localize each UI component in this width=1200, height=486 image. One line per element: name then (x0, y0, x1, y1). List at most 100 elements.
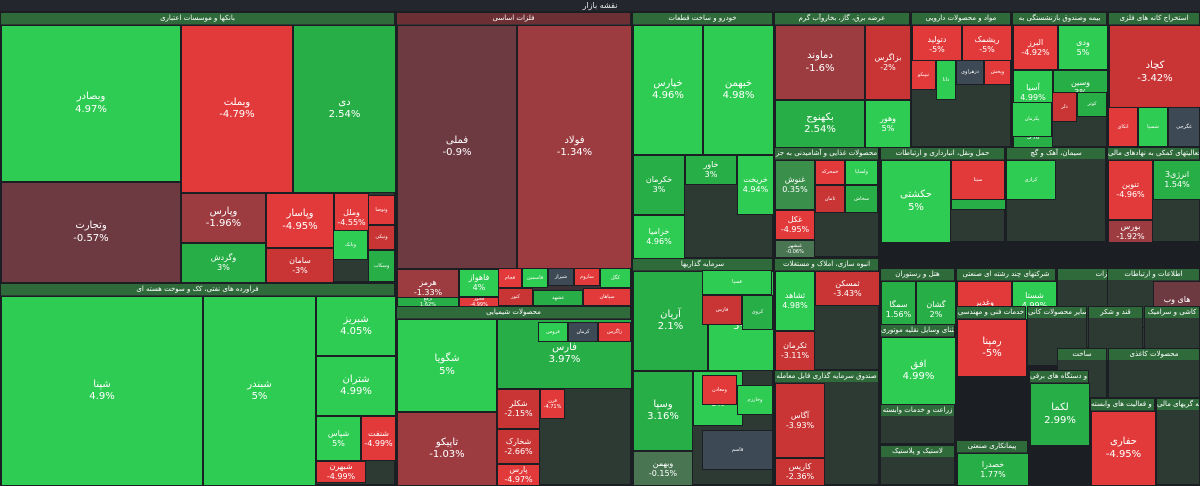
stock-tile-small[interactable]: فارس (702, 295, 742, 325)
stock-tile-small[interactable]: سیتا (951, 160, 1005, 200)
stock-tile-small[interactable]: فروس (538, 322, 568, 342)
stock-tile[interactable]: وپاسار -4.95% (266, 193, 334, 248)
stock-tile[interactable]: خکرمان 3% (633, 155, 685, 215)
stock-tile[interactable]: ثشاهد 4.98% (775, 271, 815, 331)
stock-tile[interactable]: غکل -4.95% (775, 210, 815, 240)
stock-tile-small[interactable]: اتکای (1108, 107, 1138, 147)
stock-tile[interactable]: انرژی3 1.54% (1153, 160, 1200, 200)
stock-tile[interactable]: وهور 5% (865, 100, 911, 148)
stock-tile-small[interactable]: وپخش (984, 60, 1011, 85)
stock-tile-small[interactable]: زاگرس (598, 322, 631, 342)
stock-tile[interactable]: خاور 3% (685, 155, 737, 185)
stock-tile[interactable]: خبهمن 4.98% (703, 25, 774, 155)
stock-tile[interactable]: شتران 4.99% (316, 356, 396, 416)
stock-tile-small[interactable]: وتوصا (368, 195, 395, 225)
stock-tile[interactable]: فولاد -1.34% (517, 25, 632, 269)
stock-tile[interactable]: شبندر 5% (203, 296, 316, 486)
stock-tile[interactable]: آگاس -3.93% (775, 383, 825, 458)
stock-tile-small[interactable]: دانا (936, 60, 956, 100)
stock-tile-small[interactable]: دلر (1052, 92, 1077, 122)
stock-tile-small[interactable]: غشهد (533, 290, 583, 306)
stock-tile[interactable]: حفاری -4.95% (1091, 411, 1156, 486)
stock-tile[interactable]: پارس -4.97% (497, 464, 540, 486)
stock-tile-small[interactable]: سپاهان (583, 288, 631, 306)
stock-tile[interactable]: قرن -4.71% (540, 389, 565, 419)
stock-tile[interactable]: فاهواز 4% (459, 269, 499, 297)
stock-tile[interactable]: ودی 5% (1058, 25, 1108, 70)
stock-tile[interactable]: شپنا 4.9% (1, 296, 203, 486)
stock-symbol: وتجارت (75, 220, 107, 231)
stock-change: -4.99% (326, 472, 356, 481)
stock-tile-small[interactable]: قاسم (702, 430, 773, 470)
stock-tile[interactable]: وبملت -4.79% (181, 25, 293, 193)
stock-tile[interactable]: تاپیکو -1.03% (397, 412, 497, 486)
stock-tile-small[interactable]: پکرمان (1012, 102, 1052, 137)
stock-tile-small[interactable]: ولساپا (845, 160, 878, 185)
stock-tile[interactable]: شنفت -4.99% (361, 416, 396, 461)
stock-tile[interactable]: البرز -4.92% (1013, 25, 1058, 70)
stock-tile[interactable]: دتولید -5% (912, 25, 962, 65)
stock-tile[interactable]: فملی -0.9% (397, 25, 517, 269)
stock-tile-small[interactable]: کرمان (568, 322, 598, 342)
stock-tile-small[interactable]: وخارزم (737, 385, 773, 415)
stock-tile-small[interactable]: فسپا (702, 270, 772, 295)
stock-tile[interactable]: وبصادر 4.97% (1, 25, 181, 182)
stock-tile[interactable]: حکشتی 5% (881, 160, 951, 243)
stock-tile[interactable]: بزاگرس -2% (865, 25, 911, 100)
stock-tile[interactable]: آریان 2.1% (633, 271, 708, 371)
stock-tile[interactable]: شپاس 5% (316, 416, 361, 461)
stock-tile-small[interactable]: غگرجی (1168, 107, 1200, 147)
stock-tile[interactable]: وپارس -1.96% (181, 193, 266, 243)
stock-tile-small[interactable]: ثامان (815, 185, 845, 213)
stock-tile[interactable]: لکما 2.99% (1030, 383, 1090, 446)
stock-tile[interactable]: شبهرن -4.99% (316, 461, 366, 483)
stock-tile-small[interactable]: وبانک (333, 230, 368, 260)
stock-tile[interactable]: وتجارت -0.57% (1, 182, 181, 283)
stock-tile[interactable]: تنوین -4.96% (1108, 160, 1153, 220)
stock-tile[interactable]: کاریس -2.36% (775, 458, 825, 486)
stock-tile-small[interactable]: وسکاب (368, 250, 395, 282)
stock-tile[interactable]: دی 2.54% (293, 25, 396, 193)
stock-tile[interactable]: شگویا 5% (397, 319, 497, 412)
stock-tile-small[interactable]: فجام (498, 268, 522, 288)
stock-tile[interactable]: سامان -3% (266, 248, 334, 283)
stock-tile[interactable]: افق 4.99% (881, 337, 956, 405)
stock-tile[interactable]: شخارک -2.66% (497, 429, 540, 464)
stock-tile-small[interactable]: کگل (600, 268, 631, 288)
stock-tile[interactable]: بورس -1.92% (1108, 220, 1153, 243)
stock-tile-small[interactable]: دزهراوی (956, 60, 984, 85)
stock-tile-small[interactable]: تیپیکو (911, 60, 936, 90)
stock-tile[interactable]: وگردش 3% (181, 243, 266, 283)
stock-tile[interactable]: شبریز 4.05% (316, 296, 396, 356)
stock-tile[interactable]: بکهنوج 2.54% (775, 100, 865, 148)
stock-tile-small[interactable]: خمحرکه (815, 160, 845, 185)
stock-tile-small[interactable]: کنور (498, 288, 533, 306)
stock-tile[interactable]: وسپا 3.16% (633, 371, 693, 451)
stock-tile[interactable]: دماوند -1.6% (775, 25, 865, 100)
stock-tile[interactable]: رمپنا -5% (957, 319, 1027, 377)
stock-tile[interactable]: غبشهر -0.06% (775, 240, 815, 258)
stock-tile-small[interactable]: شیراز (548, 268, 574, 286)
stock-tile-small[interactable]: کوثر (1077, 92, 1107, 117)
stock-tile-small[interactable]: فاسمین (522, 268, 548, 288)
stock-tile[interactable]: خصدرا 1.77% (957, 453, 1029, 486)
stock-tile-small[interactable]: ونیکی (368, 225, 395, 250)
stock-tile[interactable]: شکلر -2.15% (497, 389, 540, 429)
sector-contractor: پیمانکاری صنعتی خصدرا 1.77% (956, 440, 1029, 486)
stock-tile-small[interactable]: ومعادن (702, 375, 737, 405)
stock-tile[interactable]: ثمسکن -3.43% (815, 271, 880, 306)
stock-tile[interactable]: غنوش 0.35% (775, 160, 815, 210)
stock-tile-small[interactable]: کرازی (1006, 160, 1056, 200)
stock-symbol: کچاد (1145, 60, 1165, 71)
stock-tile[interactable]: ریشمک -5% (962, 25, 1012, 65)
stock-tile[interactable]: خزامیا 4.96% (633, 215, 685, 259)
stock-tile[interactable]: ثکرمان -3.11% (775, 331, 815, 371)
stock-tile-small[interactable]: شسپا (1138, 107, 1168, 147)
stock-tile-small[interactable]: ساروم (574, 268, 600, 286)
stock-tile[interactable]: وبهمن -0.15% (633, 451, 693, 486)
stock-tile-small[interactable]: سخاش (845, 185, 878, 213)
stock-tile-small[interactable]: کروی (742, 295, 773, 330)
stock-tile[interactable]: خریخت 4.94% (737, 155, 774, 215)
stock-tile[interactable]: خپارس 4.96% (633, 25, 703, 155)
stock-tile[interactable]: کچاد -3.42% (1109, 25, 1200, 120)
